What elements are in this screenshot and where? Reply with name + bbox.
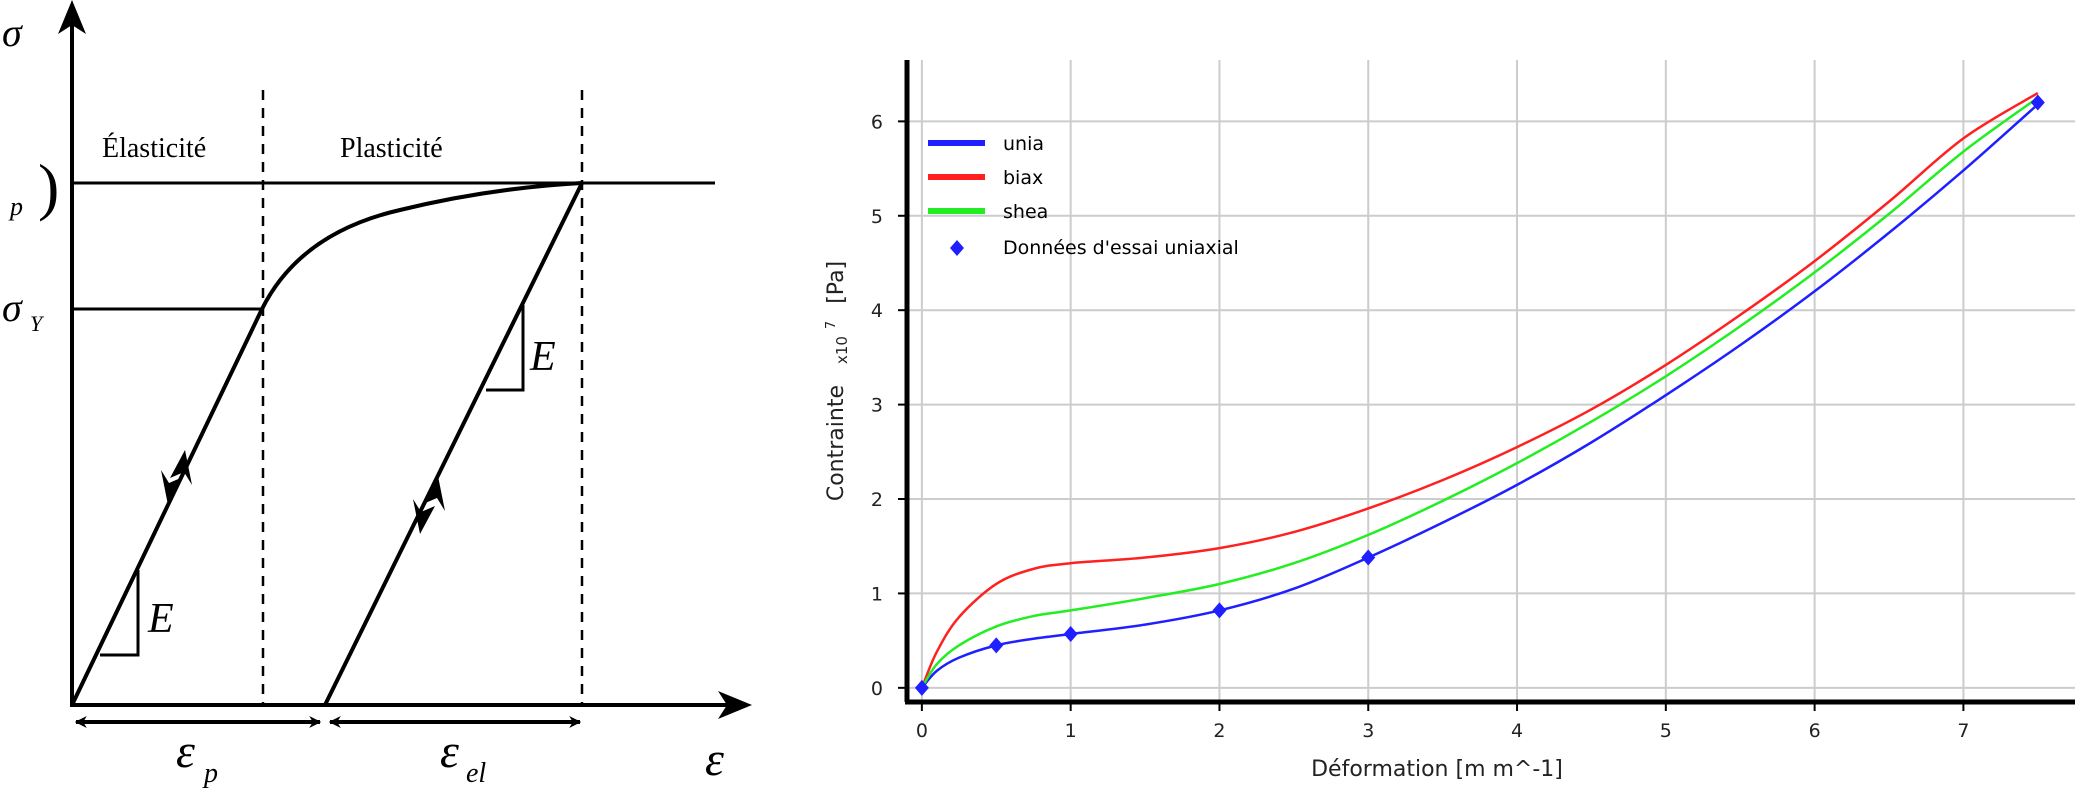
y-tick-label: 6 xyxy=(871,111,883,133)
test-data-point xyxy=(1063,626,1078,643)
plastic-strain-label: ε p xyxy=(176,725,218,789)
series-line-unia xyxy=(920,103,2039,689)
svg-text:ε: ε xyxy=(440,725,459,778)
legend-label-unia: unia xyxy=(1003,133,1044,155)
legend-label-test-data: Données d'essai uniaxial xyxy=(1003,237,1239,259)
x-tick-label: 7 xyxy=(1957,720,1969,742)
svg-text:Contrainte x10: Contrainte x10 7 [Pa] xyxy=(816,261,853,501)
legend-label-biax: biax xyxy=(1003,167,1043,189)
max-stress-tick-label: ε p ) xyxy=(8,151,59,222)
test-data-point xyxy=(989,637,1004,654)
series-line-biax xyxy=(920,91,2039,689)
unloading-line xyxy=(323,182,584,706)
chart-ticks: 0 1 2 3 4 5 6 7 0 1 2 3 4 5 6 xyxy=(871,111,1970,742)
chart-series xyxy=(920,91,2039,689)
svg-text:p: p xyxy=(8,192,23,221)
x-axis-title: Déformation [m m^-1] xyxy=(1311,757,1563,782)
series-line-shea xyxy=(920,96,2039,689)
chart-frame xyxy=(904,60,2075,705)
loading-curve xyxy=(70,181,583,706)
epsilon-axis-label: ε xyxy=(705,733,724,786)
stress-strain-schematic xyxy=(58,0,752,728)
y-axis-title-unit: [Pa] xyxy=(824,261,849,304)
x-tick-label: 4 xyxy=(1511,720,1523,742)
test-data-point xyxy=(914,679,929,696)
svg-text:el: el xyxy=(466,758,486,789)
legend-marker-test-data xyxy=(950,240,964,256)
cyclic-arrow-unload xyxy=(413,476,445,534)
chart-grid xyxy=(907,60,2075,702)
x-tick-label: 2 xyxy=(1213,720,1225,742)
y-axis-title-text: Contrainte xyxy=(824,385,849,501)
y-axis-title: Contrainte x10 7 [Pa] xyxy=(816,261,853,501)
sigma-axis-label: σ xyxy=(2,10,23,55)
x-tick-label: 1 xyxy=(1065,720,1077,742)
yield-stress-tick-label: σ Y xyxy=(2,285,45,336)
x-tick-label: 3 xyxy=(1362,720,1374,742)
test-data-point xyxy=(2030,94,2045,111)
modulus-label-lower: E xyxy=(147,596,174,642)
modulus-triangle-lower xyxy=(100,570,140,657)
sigma-axis-arrowhead xyxy=(58,0,86,34)
y-tick-label: 2 xyxy=(871,489,883,511)
y-axis-title-mult: x10 xyxy=(833,336,851,364)
region-plastic-label: Plasticité xyxy=(340,133,443,164)
cyclic-arrow-elastic xyxy=(161,450,192,505)
svg-text:ε: ε xyxy=(176,725,195,778)
svg-text:Y: Y xyxy=(30,311,45,336)
epsilon-axis-arrowhead xyxy=(718,691,752,719)
y-axis-title-exp: 7 xyxy=(824,321,839,329)
test-data-point xyxy=(1212,602,1227,619)
x-tick-label: 6 xyxy=(1809,720,1821,742)
y-tick-label: 4 xyxy=(871,300,883,322)
x-tick-label: 0 xyxy=(916,720,928,742)
svg-text:p: p xyxy=(202,758,218,789)
stress-strain-chart: 0 1 2 3 4 5 6 7 0 1 2 3 4 5 6 unia biax shea Données d… xyxy=(816,60,2075,782)
chart-legend: unia biax shea Données d'essai uniaxial xyxy=(928,133,1239,259)
chart-markers xyxy=(914,94,2045,696)
modulus-triangle-upper xyxy=(486,305,525,392)
y-tick-label: 3 xyxy=(871,395,883,417)
elastic-strain-label: ε el xyxy=(440,725,486,789)
region-elastic-label: Élasticité xyxy=(102,133,206,164)
svg-text:σ: σ xyxy=(2,285,23,330)
y-tick-label: 0 xyxy=(871,678,883,700)
modulus-label-upper: E xyxy=(529,334,556,380)
test-data-point xyxy=(1361,549,1376,566)
svg-text:): ) xyxy=(38,151,59,222)
y-tick-label: 1 xyxy=(871,583,883,605)
legend-label-shea: shea xyxy=(1003,201,1048,223)
y-tick-label: 5 xyxy=(871,206,883,228)
x-tick-label: 5 xyxy=(1660,720,1672,742)
